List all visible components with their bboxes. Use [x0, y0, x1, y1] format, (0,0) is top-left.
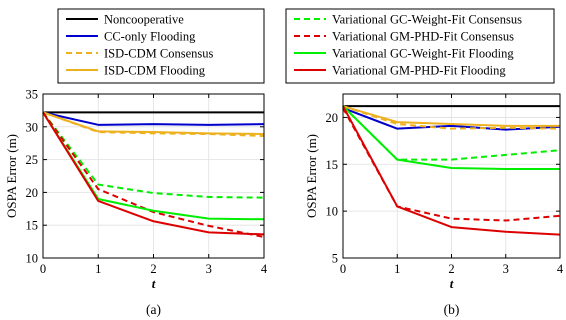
x-tick-label: 0 [340, 262, 346, 276]
y-tick-label: 20 [26, 186, 39, 200]
chart-a: 10 15 20 25 30 35 0 1 2 3 4 t OSPA Error (m) (a) [4, 88, 268, 318]
legend-label-cc-only-flooding: CC-only Flooding [104, 30, 196, 44]
series-line-isd-cdm-consensus [42, 111, 265, 137]
legend-box [285, 8, 555, 84]
legend-label-variational-gc-weight-fit-consensus: Variational GC-Weight-Fit Consensus [332, 13, 522, 27]
legend-label-variational-gm-phd-fit-consensus: Variational GM-PHD-Fit Consensus [332, 30, 514, 44]
legend-label-isd-cdm-flooding: ISD-CDM Flooding [104, 64, 206, 78]
y-tick-label: 35 [26, 88, 39, 102]
series-line-isd-cdm-flooding [342, 105, 560, 127]
series-line-variational-gm-phd-fit-consensus [42, 111, 265, 238]
y-axis-label: OSPA Error (m) [304, 134, 319, 218]
subfigure-caption: (a) [146, 302, 161, 317]
x-tick-label: 2 [150, 262, 156, 276]
y-tick-label: 10 [26, 252, 39, 266]
series-line-variational-gm-phd-fit-flooding [42, 111, 265, 236]
y-tick-label: 25 [26, 153, 39, 167]
series-line-isd-cdm-flooding [42, 111, 265, 136]
y-tick-label: 30 [26, 120, 39, 134]
series-line-variational-gm-phd-fit-flooding [342, 105, 561, 236]
series-line-isd-cdm-consensus [342, 105, 561, 130]
x-tick-label: 0 [40, 262, 46, 276]
series-line-variational-gc-weight-fit-consensus [42, 111, 265, 199]
legend-label-isd-cdm-consensus: ISD-CDM Consensus [104, 47, 214, 61]
y-tick-label: 15 [26, 219, 39, 233]
y-tick-label: 15 [326, 158, 339, 172]
x-axis-label: t [152, 276, 156, 291]
y-tick-label: 10 [326, 205, 339, 219]
x-tick-label: 4 [557, 262, 564, 276]
legend-label-noncooperative: Noncooperative [104, 13, 184, 27]
y-axis-label: OSPA Error (m) [4, 134, 19, 218]
x-tick-label: 3 [503, 262, 509, 276]
x-tick-label: 3 [206, 262, 212, 276]
subfigure-caption: (b) [444, 302, 460, 317]
legend-label-variational-gm-phd-fit-flooding: Variational GM-PHD-Fit Flooding [332, 64, 506, 78]
x-tick-label: 4 [261, 262, 268, 276]
series-line-cc-only-flooding [42, 111, 265, 126]
legend-right: Variational GC-Weight-Fit Consensus Varia… [285, 8, 555, 84]
y-tick-label: 20 [326, 111, 339, 125]
chart-b: 5 10 15 20 0 1 2 3 4 t OSPA Error (m) (b) [304, 93, 564, 317]
x-axis-label: t [450, 276, 454, 291]
series-line-variational-gc-weight-fit-flooding [342, 105, 560, 170]
legend-left: Noncooperative CC-only Flooding ISD-CDM Co… [57, 8, 265, 84]
x-tick-label: 1 [95, 262, 101, 276]
y-tick-label: 5 [332, 252, 338, 266]
legend-label-variational-gc-weight-fit-flooding: Variational GC-Weight-Fit Flooding [332, 47, 514, 61]
x-tick-label: 2 [448, 262, 454, 276]
x-tick-label: 1 [394, 262, 400, 276]
